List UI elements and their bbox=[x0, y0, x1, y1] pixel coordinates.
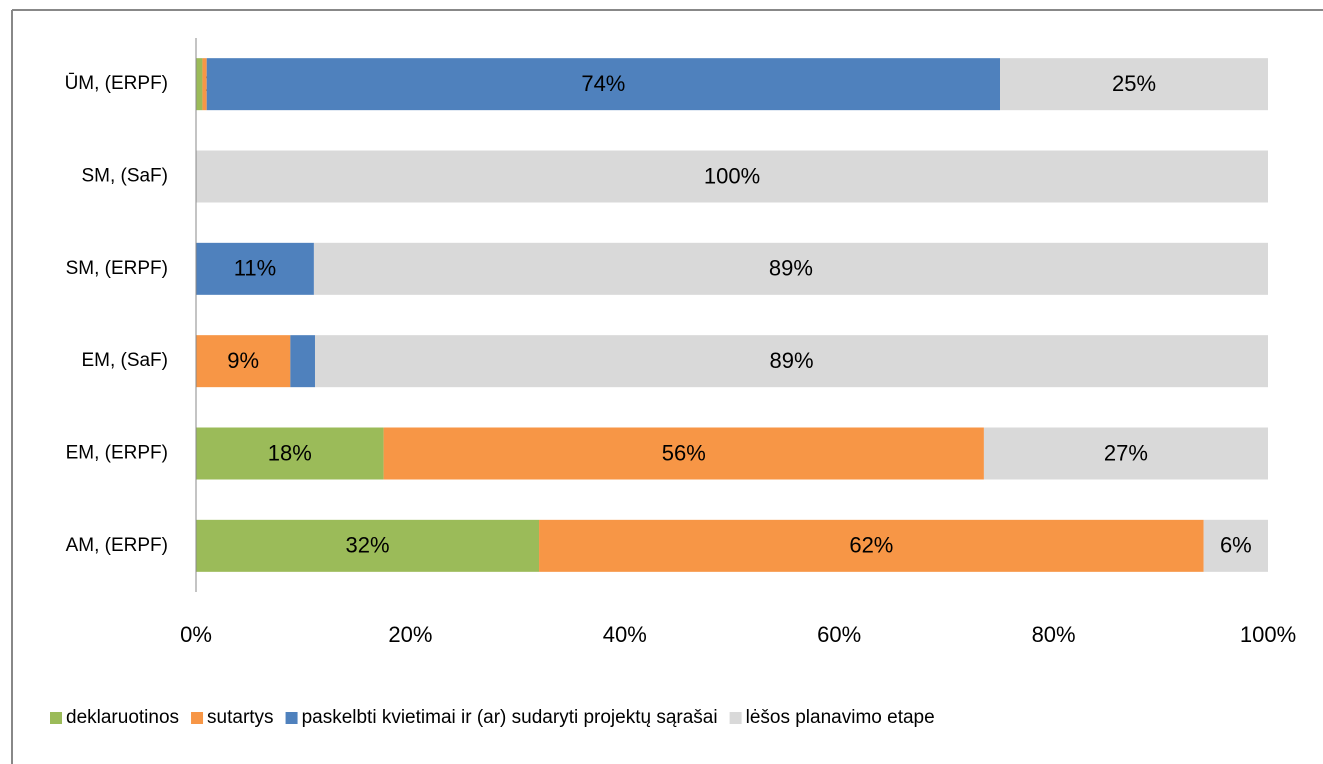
bar-segment bbox=[983, 427, 1268, 480]
bar-segment bbox=[202, 58, 207, 111]
data-label: 27% bbox=[1104, 440, 1148, 465]
data-label: 89% bbox=[769, 256, 813, 281]
legend-label: deklaruotinos bbox=[66, 707, 179, 728]
legend-label: lėšos planavimo etape bbox=[746, 707, 935, 728]
data-label: 62% bbox=[849, 533, 893, 558]
y-tick-label: ŪM, (ERPF) bbox=[65, 73, 168, 94]
bar-segment bbox=[290, 335, 315, 388]
bar-segment bbox=[196, 519, 540, 572]
data-label: 89% bbox=[769, 348, 813, 373]
legend: deklaruotinos sutartys paskelbti kvietimai… bbox=[50, 707, 935, 728]
data-label: 56% bbox=[662, 440, 706, 465]
bar-segment bbox=[196, 335, 291, 388]
data-label: 11% bbox=[234, 256, 276, 281]
bar-segment bbox=[383, 427, 984, 480]
y-tick-label: EM, (ERPF) bbox=[66, 443, 168, 464]
y-tick-label: AM, (ERPF) bbox=[66, 535, 168, 556]
bar-segment bbox=[206, 58, 1001, 111]
legend-swatch bbox=[191, 712, 204, 724]
legend-swatch bbox=[285, 712, 298, 724]
bar-segment bbox=[539, 519, 1204, 572]
data-label: 18% bbox=[268, 440, 312, 465]
bar-segment bbox=[314, 335, 1268, 388]
x-tick-label: 80% bbox=[1032, 622, 1076, 647]
bar-segment bbox=[196, 427, 384, 480]
data-label: 32% bbox=[345, 533, 389, 558]
legend-label: paskelbti kvietimai ir (ar) sudaryti pro… bbox=[302, 707, 718, 728]
x-tick-label: 100% bbox=[1240, 622, 1296, 647]
x-tick-label: 0% bbox=[180, 622, 212, 647]
bar-segment bbox=[196, 242, 314, 295]
y-tick-label: SM, (ERPF) bbox=[66, 258, 168, 279]
data-label: 74% bbox=[581, 71, 625, 96]
bar-segment bbox=[196, 150, 1268, 203]
y-tick-label: SM, (SaF) bbox=[81, 166, 168, 187]
x-tick-label: 20% bbox=[388, 622, 432, 647]
data-label: 6% bbox=[1220, 533, 1252, 558]
bar-segment bbox=[1203, 519, 1268, 572]
legend-swatch bbox=[50, 712, 62, 724]
bar-segment bbox=[313, 242, 1268, 295]
legend-label: sutartys bbox=[207, 707, 274, 728]
y-tick-label: EM, (SaF) bbox=[81, 350, 168, 371]
data-label: 9% bbox=[227, 348, 259, 373]
x-tick-label: 40% bbox=[603, 622, 647, 647]
plot-area: 0%20%40%60%80%100%ŪM, (ERPF)1%74%25%SM, … bbox=[65, 38, 1296, 647]
x-tick-label: 60% bbox=[817, 622, 861, 647]
data-label: 25% bbox=[1112, 71, 1156, 96]
bar-segment bbox=[196, 58, 203, 111]
bar-segment bbox=[1000, 58, 1268, 111]
legend-swatch bbox=[729, 712, 742, 724]
data-label: 100% bbox=[704, 163, 760, 188]
